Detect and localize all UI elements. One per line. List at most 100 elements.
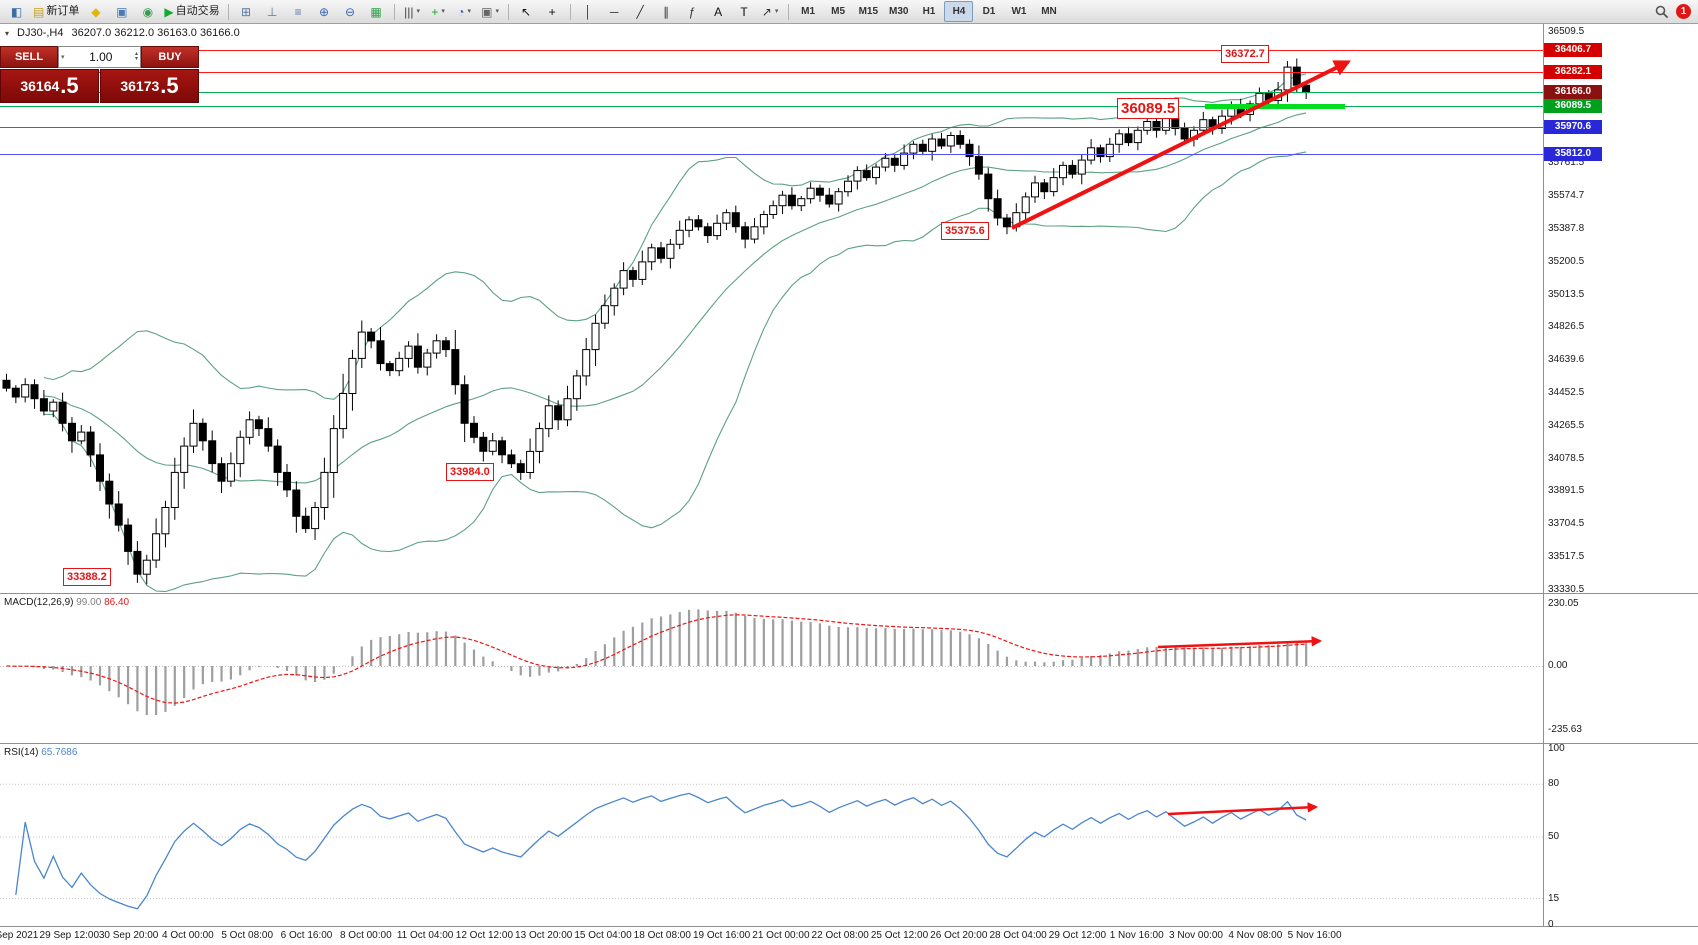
notification-badge[interactable]: 1 [1676,4,1691,19]
market-depth-icon: ≡ [294,4,302,19]
terminal-icon[interactable]: ◧ [4,1,29,22]
chart-title: ▾ DJ30-,H4 36207.0 36212.0 36163.0 36166… [5,27,240,39]
tf-m30[interactable]: M30 [884,1,913,22]
tf-d1[interactable]: D1 [974,1,1003,22]
new-order-button: ▤ [33,4,45,19]
autotrading-button[interactable]: ▶ 自动交易 [161,1,222,22]
panel-splitter-macd[interactable] [0,593,1698,594]
tf-d1-label: D1 [982,5,996,17]
price-axis-label: 33517.5 [1548,551,1585,563]
tf-w1-label: W1 [1011,5,1027,17]
data-window-icon[interactable]: ⊞ [234,1,259,22]
chart-type-icon[interactable]: ||| ▾ [400,1,425,22]
buy-button[interactable]: BUY [141,46,199,68]
vline-tool-icon[interactable]: │ [576,1,601,22]
terminal-icon: ◧ [10,4,23,19]
volume-caret-icon[interactable]: ▾ [61,54,65,61]
horizontal-line-object[interactable] [0,106,1543,107]
tf-m15[interactable]: M15 [854,1,883,22]
price-callout[interactable]: 35375.6 [941,222,989,240]
template-icon[interactable]: ▣ ▾ [478,1,503,22]
price-callout[interactable]: 33984.0 [446,463,494,481]
community-icon[interactable]: ◉ [135,1,160,22]
dropdown-caret-icon[interactable]: ▾ [774,8,779,15]
add-object-icon[interactable]: + ▾ [426,1,451,22]
add-object-icon: + [431,4,439,19]
vline-tool-icon: │ [584,4,592,19]
search-icon[interactable] [1655,5,1669,19]
horizontal-line-object[interactable] [0,92,1543,93]
toolbar-separator [569,3,571,20]
horizontal-line-object[interactable] [0,72,1543,73]
panel-splitter-rsi[interactable] [0,743,1698,744]
tile-windows-icon[interactable]: ▦ [364,1,389,22]
bollinger-bands-layer [43,73,1307,593]
tf-h4[interactable]: H4 [944,1,974,22]
spin-down-icon[interactable]: ▾ [134,56,138,62]
period-icon[interactable]: ◔ ▾ [452,1,477,22]
one-click-collapse-icon[interactable]: ▾ [5,28,10,38]
time-axis[interactable] [0,926,1698,945]
horizontal-line-object[interactable] [0,154,1543,155]
autotrading-button: ▶ [164,4,174,19]
sell-button[interactable]: SELL [0,46,58,68]
dropdown-caret-icon[interactable]: ▾ [441,8,445,15]
crosshair-icon[interactable]: + [540,1,565,22]
favorites-icon[interactable]: ◆ [83,1,108,22]
tf-w1[interactable]: W1 [1004,1,1033,22]
volume-spinner[interactable]: ▴ ▾ [134,51,140,62]
tf-mn-label: MN [1041,5,1057,17]
tf-m5[interactable]: M5 [824,1,853,22]
label-tool-icon[interactable]: T [732,1,757,22]
price-tag: 36166.0 [1544,85,1602,99]
indicator-add-icon[interactable]: ⊥ [260,1,285,22]
tf-m1[interactable]: M1 [794,1,823,22]
price-axis-label: 33330.5 [1548,583,1585,595]
horizontal-line-object[interactable] [0,127,1543,128]
price-axis[interactable] [1543,24,1698,945]
fibonacci-tool-icon[interactable]: ƒ [680,1,705,22]
price-callout[interactable]: 33388.2 [63,568,111,586]
tf-mn[interactable]: MN [1034,1,1063,22]
profile-icon[interactable]: ▣ [109,1,134,22]
macd-layer [0,609,1543,716]
price-callout[interactable]: 36089.5 [1117,98,1180,119]
buy-price-int: 36173 [120,78,160,94]
zoom-in-icon[interactable]: ⊕ [312,1,337,22]
time-axis-label: 5 Nov 16:00 [1287,930,1342,941]
tf-h1[interactable]: H1 [914,1,943,22]
rsi-value: 65.7686 [41,747,78,758]
support-zone-highlight[interactable] [1205,104,1345,109]
trendline-tool-icon[interactable]: ╱ [628,1,653,22]
new-order-button[interactable]: ▤ 新订单 [30,1,82,22]
label-tool-icon: T [740,4,748,19]
dropdown-caret-icon[interactable]: ▾ [467,8,471,15]
cursor-icon[interactable]: ↖ [514,1,539,22]
rsi-axis-label: 50 [1548,831,1560,842]
dropdown-caret-icon[interactable]: ▾ [416,8,421,15]
cursor-icon: ↖ [521,4,532,19]
text-tool-icon[interactable]: A [706,1,731,22]
volume-box: ▾ ▴ ▾ [58,46,141,68]
volume-input[interactable] [66,49,135,65]
macd-axis-label: 230.05 [1548,598,1579,609]
arrows-tool-icon[interactable]: ↗ ▾ [758,1,783,22]
spin-up-icon[interactable]: ▴ [134,51,138,57]
zoom-out-icon[interactable]: ⊖ [338,1,363,22]
fibonacci-tool-icon: ƒ [688,4,696,19]
period-icon: ◔ [457,4,465,19]
price-axis-label: 34078.5 [1548,452,1585,464]
sell-price-button[interactable]: 36164 .5 [0,69,99,103]
time-axis-label: 15 Oct 04:00 [574,930,632,941]
price-axis-label: 36509.5 [1548,26,1585,38]
buy-price-button[interactable]: 36173 .5 [100,69,199,103]
time-axis-label: 4 Oct 00:00 [162,930,214,941]
dropdown-caret-icon[interactable]: ▾ [495,8,499,15]
horizontal-line-object[interactable] [0,50,1543,51]
channel-tool-icon[interactable]: ∥ [654,1,679,22]
price-callout[interactable]: 36372.7 [1221,45,1269,63]
market-depth-icon[interactable]: ≡ [286,1,311,22]
hline-tool-icon[interactable]: ─ [602,1,627,22]
hline-tool-icon: ─ [609,4,619,19]
